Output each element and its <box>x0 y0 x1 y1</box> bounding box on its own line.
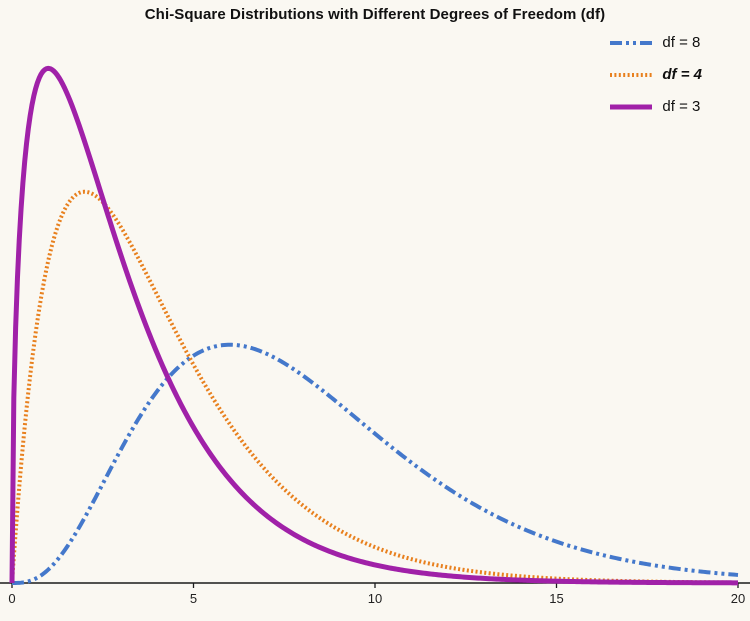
legend-item-df-4: df = 4 <box>609 64 702 86</box>
legend: df = 8 df = 4 df = 3 <box>609 32 702 118</box>
curve-df-8 <box>11 342 739 585</box>
chart-title: Chi-Square Distributions with Different … <box>144 6 606 23</box>
curve-df-3 <box>9 65 739 586</box>
legend-item-df-8: df = 8 <box>609 32 702 54</box>
legend-line-swatch <box>610 73 653 77</box>
legend-item-df-3: df = 3 <box>609 96 702 118</box>
x-tick-label: 15 <box>549 591 563 606</box>
legend-label: df = 4 <box>662 66 702 83</box>
x-tick-label: 5 <box>190 591 197 606</box>
legend-line-swatch <box>610 41 653 45</box>
legend-label: df = 3 <box>662 98 701 115</box>
legend-label: df = 8 <box>662 34 701 51</box>
x-tick-label: 10 <box>368 591 382 606</box>
x-tick-label: 20 <box>731 591 745 606</box>
x-tick-label: 0 <box>8 591 15 606</box>
legend-line-swatch <box>610 104 653 110</box>
